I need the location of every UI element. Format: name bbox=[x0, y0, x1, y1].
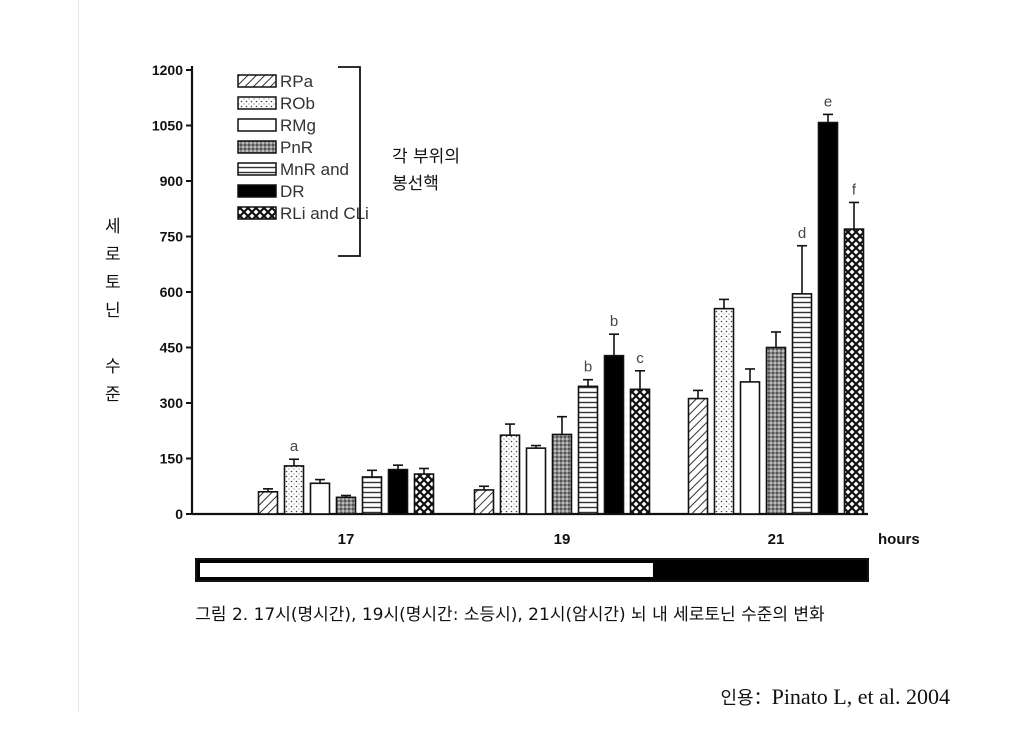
y-axis-label-char: 준 bbox=[105, 385, 121, 405]
citation-label: 인용： bbox=[720, 688, 772, 709]
bar-dr bbox=[387, 468, 409, 515]
citation-source: Pinato L, et al. 2004 bbox=[771, 684, 950, 709]
y-axis-label-char: 로 bbox=[105, 245, 121, 265]
bar-pnr bbox=[551, 433, 573, 515]
bar-rob bbox=[499, 434, 521, 515]
x-axis-label: hours bbox=[878, 531, 920, 548]
serotonin-bar-chart: 0 150 300 450 600 750 900 1050 1200 17 19 21 hours a… bbox=[152, 62, 920, 582]
legend-entry: PnR bbox=[280, 138, 313, 157]
bracket-label: 각 부위의 봉선핵 bbox=[392, 144, 460, 198]
bar-mnr-and bbox=[361, 476, 383, 515]
bar-mnr-and bbox=[577, 385, 599, 515]
x-tick-label: 17 bbox=[338, 531, 355, 548]
bar-rmg bbox=[739, 381, 761, 515]
bar-dr bbox=[817, 121, 839, 515]
legend-bracket bbox=[338, 66, 361, 257]
bar-rpa bbox=[257, 490, 279, 515]
y-tick-label: 900 bbox=[160, 173, 184, 189]
significance-label: b bbox=[610, 313, 618, 330]
bar-dr bbox=[603, 354, 625, 515]
y-axis-label-char: 수 bbox=[105, 357, 121, 377]
bar-rli-and-cli bbox=[413, 473, 435, 515]
significance-label: c bbox=[636, 350, 644, 367]
y-axis-label-char: 닌 bbox=[105, 301, 121, 321]
y-tick-label: 300 bbox=[160, 395, 184, 411]
legend-entry: DR bbox=[280, 182, 305, 201]
bar-rpa bbox=[687, 397, 709, 515]
legend-entry: RPa bbox=[280, 72, 314, 91]
bar-pnr bbox=[765, 346, 787, 515]
legend-swatch bbox=[237, 206, 277, 220]
legend-swatch bbox=[237, 140, 277, 154]
bar-rpa bbox=[473, 489, 495, 515]
legend-entry: MnR and bbox=[280, 160, 349, 179]
y-tick-label: 0 bbox=[175, 506, 183, 522]
legend-entry: RMg bbox=[280, 116, 316, 135]
significance-label: d bbox=[798, 225, 806, 242]
significance-label: a bbox=[290, 438, 299, 455]
y-axis-label-char: 세 bbox=[105, 217, 121, 237]
y-tick-label: 1050 bbox=[152, 118, 183, 134]
bar-rob bbox=[713, 307, 735, 515]
bracket-label-line-2: 봉선핵 bbox=[392, 174, 439, 194]
bar-mnr-and bbox=[791, 293, 813, 515]
legend-entry: ROb bbox=[280, 94, 315, 113]
significance-label: b bbox=[584, 359, 592, 376]
legend-swatch bbox=[237, 74, 277, 88]
x-tick-label: 21 bbox=[768, 531, 785, 548]
bar-rob bbox=[283, 465, 305, 515]
significance-label: f bbox=[852, 181, 857, 198]
legend-swatch bbox=[237, 184, 277, 198]
bar-rli-and-cli bbox=[629, 388, 651, 515]
bracket-label-line-1: 각 부위의 bbox=[392, 147, 460, 167]
y-tick-label: 450 bbox=[160, 340, 184, 356]
bar-pnr bbox=[335, 496, 357, 515]
y-axis-label-char: 토 bbox=[105, 273, 121, 293]
y-tick-label: 1200 bbox=[152, 62, 183, 78]
y-tick-label: 750 bbox=[160, 229, 184, 245]
y-tick-label: 150 bbox=[160, 451, 184, 467]
bar-rmg bbox=[525, 447, 547, 515]
bar-rli-and-cli bbox=[843, 228, 865, 515]
bar-rmg bbox=[309, 482, 331, 515]
significance-label: e bbox=[824, 93, 832, 110]
x-tick-label: 19 bbox=[554, 531, 571, 548]
legend-swatch bbox=[237, 162, 277, 176]
y-tick-label: 600 bbox=[160, 284, 184, 300]
legend-swatch bbox=[237, 118, 277, 132]
light-period-bar bbox=[200, 563, 653, 577]
figure-caption: 그림 2. 17시(명시간), 19시(명시간: 소등시), 21시(암시간) … bbox=[195, 605, 825, 625]
page-edge-rule bbox=[78, 0, 79, 712]
legend-entry: RLi and CLi bbox=[280, 204, 369, 223]
legend-swatch bbox=[237, 96, 277, 110]
citation: 인용：Pinato L, et al. 2004 bbox=[720, 684, 950, 710]
